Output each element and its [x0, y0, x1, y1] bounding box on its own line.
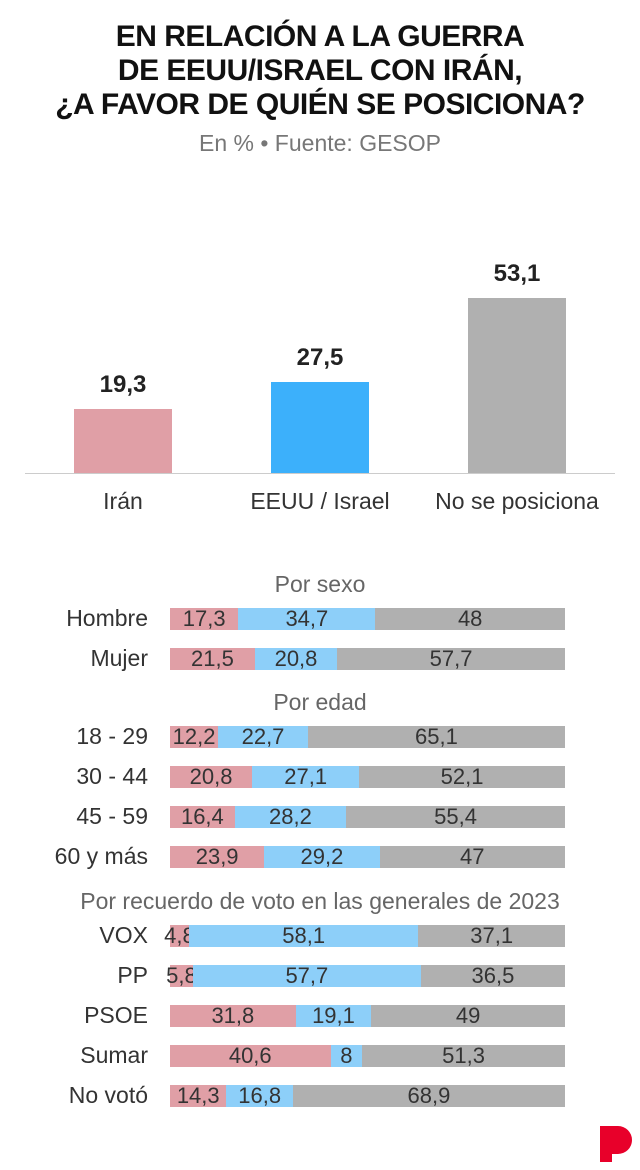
segment-label: 57,7	[285, 963, 329, 988]
bar-segment	[218, 726, 308, 748]
segment-label: 51,3	[442, 1043, 485, 1068]
row-label: Mujer	[90, 645, 148, 671]
x-tick-label: EEUU / Israel	[250, 488, 390, 514]
segment-label: 17,3	[182, 606, 226, 631]
value-label: 27,5	[296, 344, 344, 372]
bar-segment	[170, 806, 235, 828]
bar-segment	[170, 965, 193, 987]
segment-label: 36,5	[471, 963, 515, 988]
bar-segment	[238, 608, 376, 630]
bar-segment	[226, 1085, 293, 1107]
row-label: No votó	[68, 1082, 148, 1108]
bar-segment	[170, 648, 255, 670]
segment-label: 49	[455, 1003, 481, 1028]
segment-label: 31,8	[211, 1003, 255, 1028]
segment-label: 47	[460, 844, 485, 869]
segment-label: 16,8	[238, 1083, 282, 1108]
row-label: 30 - 44	[76, 763, 148, 789]
bar-segment	[170, 846, 265, 868]
bar-segment	[371, 1005, 565, 1027]
segment-label: 20,8	[189, 764, 233, 789]
bar-segment	[170, 925, 189, 947]
bar-segment	[170, 726, 219, 748]
segment-label: 57,7	[429, 646, 473, 671]
segment-label: 68,9	[407, 1083, 451, 1108]
bar	[468, 298, 566, 473]
chart-title: EN RELACIÓN A LA GUERRA DE EEUU/ISRAEL C…	[55, 20, 585, 121]
bar-segment	[254, 648, 338, 670]
bar-segment	[170, 1045, 331, 1067]
bar-segment	[192, 965, 421, 987]
bar	[271, 382, 369, 473]
bar-segment	[307, 726, 565, 748]
segment-label: 58,1	[282, 923, 326, 948]
bar-segment	[337, 648, 565, 670]
bar-segment	[418, 925, 565, 947]
bar-segment	[359, 766, 565, 788]
bar-segment	[170, 608, 239, 630]
segment-label: 22,7	[241, 724, 285, 749]
bar-segment	[264, 846, 380, 868]
x-tick-label: No se posiciona	[435, 488, 599, 514]
segment-label: 37,1	[470, 923, 514, 948]
row-label: PP	[117, 962, 148, 988]
segment-label: 48	[457, 606, 483, 631]
bar	[74, 409, 172, 473]
bar-segment	[252, 766, 360, 788]
row-label: Sumar	[80, 1042, 148, 1068]
segment-label: 40,6	[228, 1043, 272, 1068]
bar-segment	[292, 1085, 565, 1107]
value-label: 19,3	[99, 371, 147, 399]
bar-segment	[346, 806, 565, 828]
value-label: 53,1	[493, 260, 541, 287]
bar-segment	[188, 925, 419, 947]
row-label: 18 - 29	[76, 723, 148, 749]
segment-label: 23,9	[195, 844, 239, 869]
bar-segment	[170, 766, 253, 788]
row-label: PSOE	[84, 1002, 148, 1028]
group-title: Por sexo	[274, 571, 366, 597]
segment-label: 5,8	[166, 963, 197, 988]
row-label: Hombre	[66, 605, 148, 631]
segment-label: 34,7	[285, 606, 329, 631]
bar-segment	[379, 846, 565, 868]
bar-segment	[234, 806, 347, 828]
segment-label: 29,2	[300, 844, 344, 869]
bar-segment	[362, 1045, 565, 1067]
bar-segment	[330, 1045, 363, 1067]
group-title: Por edad	[273, 689, 367, 715]
chart-subtitle: En % • Fuente: GESOP	[199, 130, 441, 156]
x-tick-label: Irán	[103, 488, 143, 514]
segment-label: 21,5	[191, 646, 234, 671]
segment-label: 19,1	[312, 1003, 355, 1028]
logo	[600, 1126, 632, 1162]
segment-label: 14,3	[176, 1083, 220, 1108]
bar-segment	[295, 1005, 372, 1027]
segment-label: 27,1	[284, 764, 328, 789]
bar-segment	[170, 1085, 227, 1107]
bar-segment	[420, 965, 565, 987]
bar-segment	[375, 608, 565, 630]
segment-label: 55,4	[434, 804, 477, 829]
baseline	[25, 473, 615, 474]
row-label: VOX	[99, 922, 148, 948]
row-label: 45 - 59	[76, 803, 148, 829]
group-title: Por recuerdo de voto en las generales de…	[80, 888, 560, 914]
bar-segment	[170, 1005, 296, 1027]
row-label: 60 y más	[54, 843, 148, 869]
segment-label: 52,1	[440, 764, 484, 789]
segment-label: 65,1	[415, 724, 458, 749]
segment-label: 20,8	[274, 646, 318, 671]
segment-label: 28,2	[269, 804, 312, 829]
segment-label: 12,2	[172, 724, 216, 749]
segment-label: 16,4	[180, 804, 224, 829]
segment-label: 8	[340, 1043, 353, 1068]
